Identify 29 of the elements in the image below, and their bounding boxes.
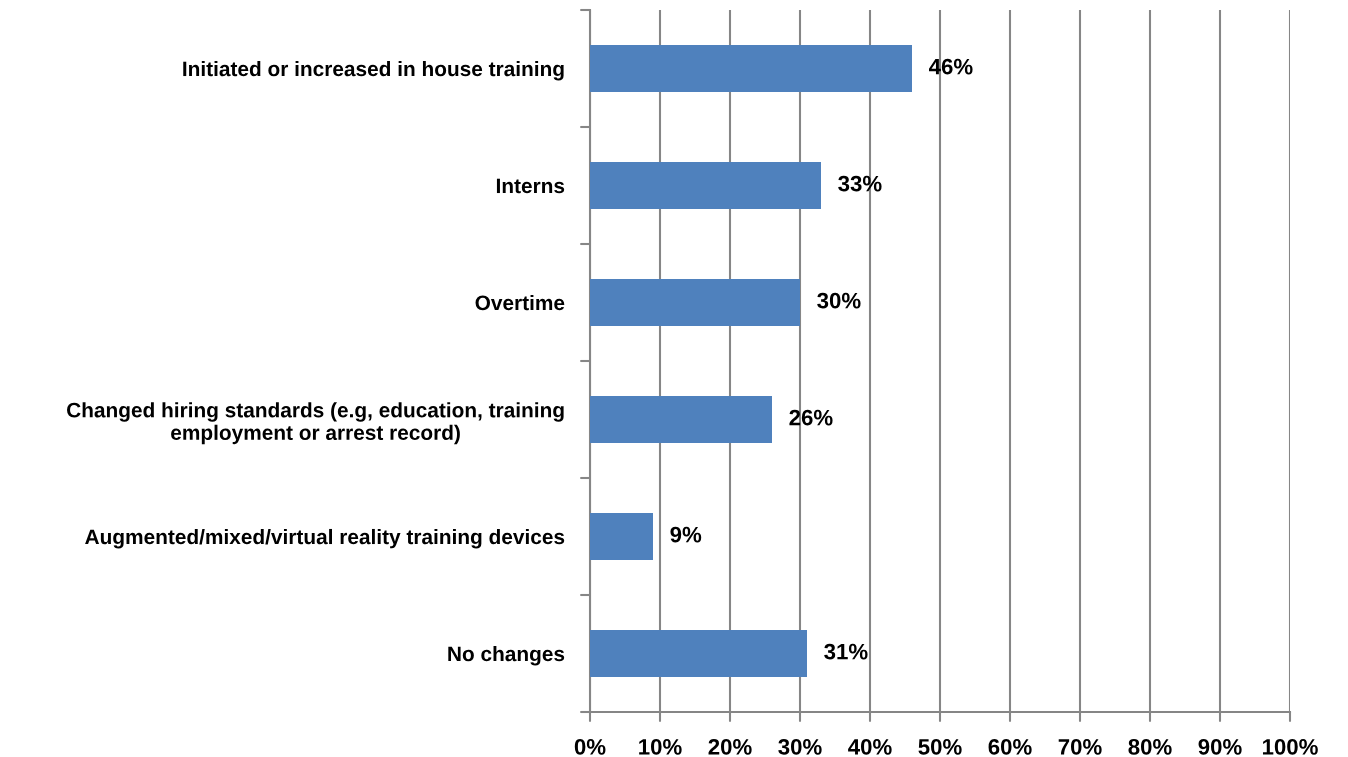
y-tick-label: Overtime: [475, 294, 565, 311]
x-tick-label: 40%: [848, 738, 892, 755]
x-tick-label: 20%: [708, 738, 752, 755]
x-tick-label: 50%: [918, 738, 962, 755]
bar: [590, 45, 912, 92]
x-tick-label: 0%: [574, 738, 606, 755]
y-tick-label: Interns: [496, 178, 565, 194]
x-tick-label: 60%: [988, 738, 1032, 755]
data-label: 9%: [670, 526, 702, 543]
bar: [590, 396, 772, 443]
x-tick-label: 100%: [1262, 738, 1318, 755]
data-label: 30%: [817, 292, 861, 309]
y-tick-label: Augmented/mixed/virtual reality training devices: [85, 528, 565, 549]
y-tick-label: Changed hiring standards (e.g, education, training employment or arrest record): [67, 402, 564, 445]
data-label: 31%: [824, 643, 868, 660]
bar: [590, 279, 800, 326]
data-label: 33%: [838, 175, 882, 192]
x-tick-label: 70%: [1058, 738, 1102, 755]
x-tick-label: 30%: [778, 738, 822, 755]
y-tick-label: No changes: [448, 645, 565, 666]
x-tick-label: 80%: [1128, 738, 1172, 755]
data-label: 26%: [789, 409, 833, 426]
bar: [590, 513, 653, 560]
x-tick-label: 90%: [1198, 738, 1242, 755]
data-label: 46%: [929, 58, 973, 75]
bar: [590, 630, 807, 677]
y-tick-label: Initiated or increased in house training: [183, 60, 564, 81]
x-tick-label: 10%: [639, 738, 682, 755]
bar: [590, 162, 821, 209]
